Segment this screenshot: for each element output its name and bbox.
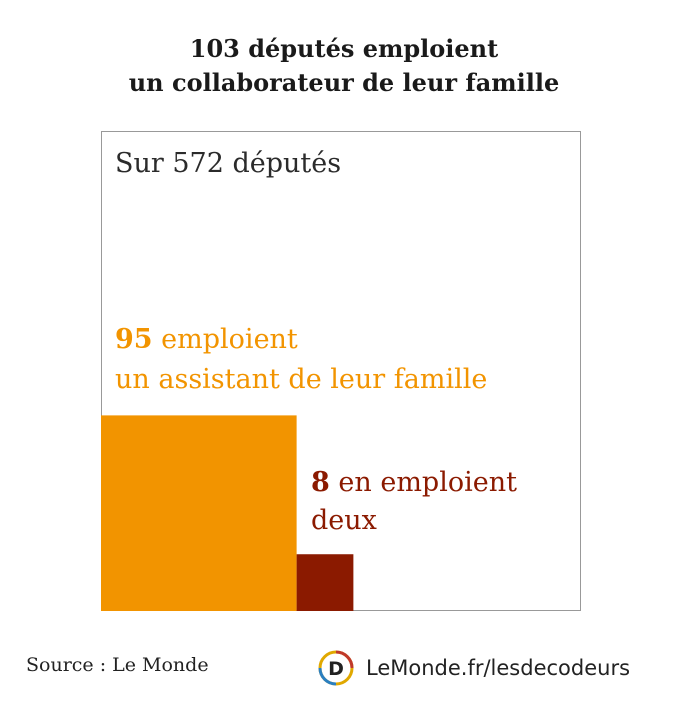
series-value-assistant: 95 [115, 324, 153, 355]
brand-text: LeMonde.fr/lesdecodeurs [366, 656, 631, 680]
chart-title: 103 députés emploient un collaborateur d… [0, 32, 688, 100]
decodeurs-logo-icon: D [318, 650, 354, 686]
brand-link[interactable]: D LeMonde.fr/lesdecodeurs [318, 648, 630, 688]
series-label-deux-line-1: 8 en emploient [311, 464, 517, 502]
total-label: Sur 572 députés [115, 148, 342, 179]
logo-letter: D [328, 658, 344, 680]
square-deux [296, 554, 354, 611]
series-label-deux: 8 en emploient deux [311, 464, 517, 540]
series-label-assistant-text: emploient [161, 324, 298, 355]
series-label-assistant: 95 emploient un assistant de leur famill… [115, 320, 487, 400]
series-value-deux: 8 [311, 467, 330, 498]
chart-title-line-2: un collaborateur de leur famille [128, 68, 560, 97]
series-label-assistant-line-1: 95 emploient [115, 320, 487, 360]
square-assistant [101, 415, 297, 611]
source-note: Source : Le Monde [26, 654, 209, 676]
series-label-deux-line-2: deux [311, 505, 377, 536]
series-label-assistant-line-2: un assistant de leur famille [115, 364, 488, 395]
series-label-deux-text: en emploient [338, 467, 517, 498]
chart-title-line-1: 103 députés emploient [189, 34, 499, 63]
